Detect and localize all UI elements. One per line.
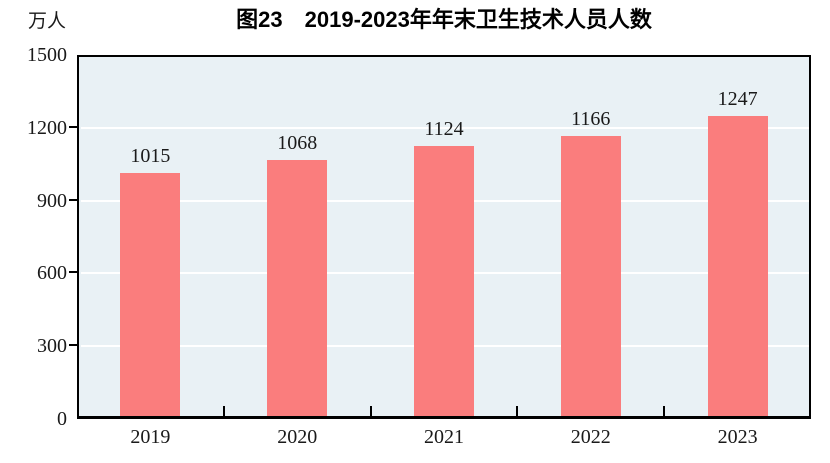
bar-2023 <box>707 116 768 416</box>
bar-value-label: 1124 <box>424 118 464 141</box>
chart-title: 图23 2019-2023年年末卫生技术人员人数 <box>236 7 652 32</box>
bar-value-label: 1247 <box>717 88 758 111</box>
x-axis-tick-label: 2022 <box>570 426 611 448</box>
y-axis-tick-label: 0 <box>57 408 67 430</box>
x-tick-mark <box>222 406 225 416</box>
y-tick-mark <box>69 271 77 274</box>
bar-value-label: 1166 <box>571 108 611 131</box>
x-tick-mark <box>516 406 519 416</box>
bar-2022 <box>560 136 621 416</box>
x-axis-tick-label: 2019 <box>130 426 171 448</box>
bar-2019 <box>120 172 181 416</box>
y-axis-tick-label: 600 <box>37 262 67 285</box>
x-axis-tick-label: 2023 <box>717 426 758 448</box>
y-tick-mark <box>69 198 77 201</box>
y-axis-tick-label: 900 <box>37 189 67 212</box>
gridline <box>81 126 809 129</box>
y-axis-unit-label: 万人 <box>28 11 67 32</box>
x-tick-mark <box>369 406 372 416</box>
x-axis-tick-label: 2021 <box>424 426 464 448</box>
x-tick-mark <box>663 406 666 416</box>
y-axis-tick-label: 1500 <box>27 44 67 66</box>
bar-2021 <box>414 146 474 416</box>
x-axis-tick-label: 2020 <box>277 426 318 448</box>
y-axis-tick-label: 300 <box>37 335 67 358</box>
bar-value-label: 1068 <box>277 131 318 154</box>
y-tick-mark <box>69 125 77 128</box>
y-tick-mark <box>69 344 77 347</box>
y-axis-tick-label: 1200 <box>27 116 67 139</box>
bar-2020 <box>267 159 328 416</box>
bar-value-label: 1015 <box>130 144 171 167</box>
